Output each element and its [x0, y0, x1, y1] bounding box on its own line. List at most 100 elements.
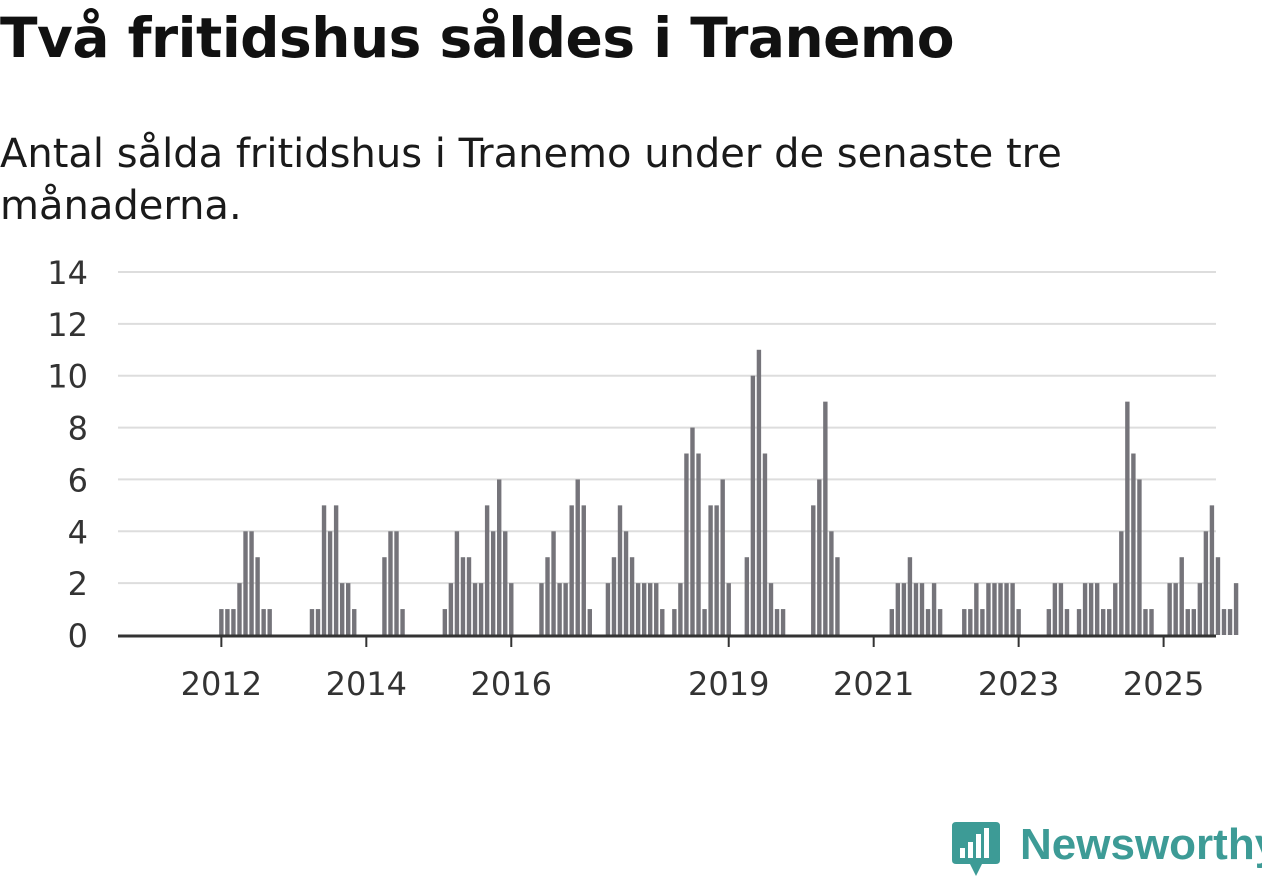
bar [581, 505, 586, 635]
bar [623, 531, 629, 635]
x-axis-ticks: 2012 2014 2016 2019 2021 2023 2025 [181, 637, 1204, 703]
bar [708, 505, 713, 635]
bar [925, 609, 931, 635]
bar [907, 557, 913, 635]
bar [352, 609, 357, 635]
bar [1101, 609, 1106, 635]
bar [726, 583, 731, 635]
y-tick-label: 4 [68, 513, 88, 551]
bar [309, 609, 315, 635]
bar [460, 557, 466, 635]
bar [1058, 583, 1064, 635]
bar [1004, 583, 1009, 635]
bar [563, 583, 568, 635]
y-tick-label: 2 [68, 565, 88, 603]
bar [1088, 583, 1094, 635]
bar [575, 479, 580, 635]
bar [750, 375, 756, 635]
latest-value-label: 2 [1239, 250, 1240, 257]
bar [1179, 557, 1184, 635]
bar [490, 531, 496, 635]
bar [394, 531, 399, 635]
bar [986, 583, 991, 635]
bar [545, 557, 550, 635]
bar [913, 583, 919, 635]
bar-chart: 0 2 4 6 8 10 12 14 2012 2014 2016 2019 2021 2023 2025… [47, 250, 1240, 703]
bar [780, 609, 786, 635]
bar [448, 583, 454, 635]
bar [889, 609, 894, 635]
bar [744, 557, 750, 635]
bar [1227, 609, 1233, 635]
bar [980, 609, 985, 635]
bar [1125, 401, 1130, 635]
bar [756, 349, 762, 635]
bar [829, 531, 834, 635]
x-tick-label: 2014 [326, 665, 407, 703]
bar [931, 583, 937, 635]
bar [1167, 583, 1172, 635]
bar [557, 583, 562, 635]
bar [968, 609, 973, 635]
chart-subtitle: Antal sålda fritidshus i Tranemo under d… [0, 131, 1062, 229]
bar [1052, 583, 1058, 635]
bar [1064, 609, 1070, 635]
bar [672, 609, 677, 635]
bar [346, 583, 351, 635]
bar [333, 505, 339, 635]
bar [1209, 505, 1215, 635]
bar [611, 557, 617, 635]
bar [1113, 583, 1118, 635]
bar [249, 531, 254, 635]
bar [400, 609, 405, 635]
bar [895, 583, 901, 635]
bar [231, 609, 236, 635]
bar [472, 583, 478, 635]
bar [1215, 557, 1221, 635]
bar [267, 609, 272, 635]
bar [1149, 609, 1154, 635]
bar [339, 583, 345, 635]
bar [768, 583, 774, 635]
bar [635, 583, 641, 635]
bar [617, 505, 623, 635]
bar [551, 531, 556, 635]
bar [466, 557, 472, 635]
bar [774, 609, 780, 635]
bar [629, 557, 635, 635]
bar [684, 453, 689, 635]
bar [237, 583, 242, 635]
bar [702, 609, 707, 635]
bar [901, 583, 907, 635]
bar [696, 453, 701, 635]
bar [660, 609, 665, 635]
bars [219, 349, 1239, 635]
bar [503, 531, 508, 635]
bar [509, 583, 514, 635]
bar [1107, 609, 1112, 635]
bar [225, 609, 230, 635]
bar [678, 583, 683, 635]
bar [539, 583, 544, 635]
bar [1203, 531, 1209, 635]
bar [974, 583, 979, 635]
bar [1185, 609, 1190, 635]
bar [1173, 583, 1178, 635]
chart-title: Två fritidshus såldes i Tranemo [0, 6, 955, 70]
bar [478, 583, 484, 635]
y-tick-label: 12 [47, 306, 88, 344]
bar [823, 401, 828, 635]
bar [388, 531, 393, 635]
bar [1016, 609, 1021, 635]
bar [1082, 583, 1088, 635]
bar [690, 427, 695, 635]
bar [382, 557, 387, 635]
newsworthy-logo-icon [952, 822, 1000, 876]
bar [919, 583, 925, 635]
bar [1191, 609, 1196, 635]
bar [454, 531, 460, 635]
grid-lines [118, 271, 1216, 585]
bar [1119, 531, 1124, 635]
bar [714, 505, 719, 635]
bar [1137, 479, 1142, 635]
